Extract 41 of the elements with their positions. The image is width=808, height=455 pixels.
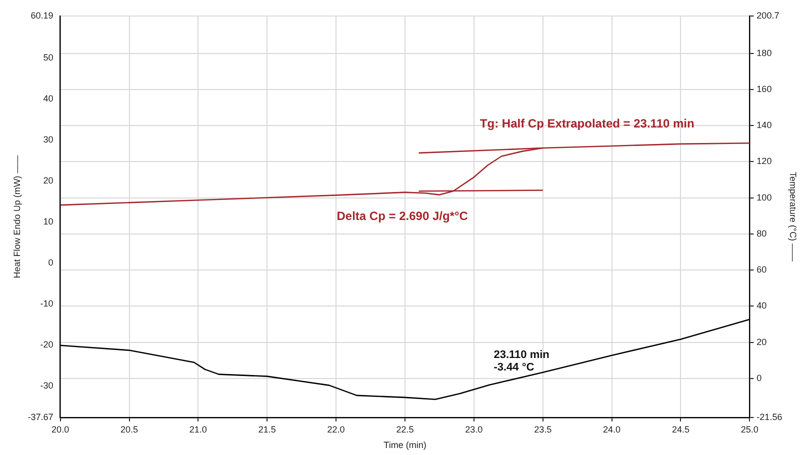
annotation: -3.44 °C xyxy=(494,361,534,374)
y2-tick-label: 120 xyxy=(756,156,772,166)
y2-tick-label: 180 xyxy=(756,48,772,58)
y-tick-label: 10 xyxy=(43,216,54,226)
y-tick-label: -30 xyxy=(40,380,54,390)
y2-tick-label: 60 xyxy=(756,264,767,275)
y2-tick-label: 40 xyxy=(756,300,767,311)
y-axis-title: Heat Flow Endo Up (mW) —— xyxy=(12,155,22,278)
y2-tick-label: 140 xyxy=(756,120,772,130)
x-axis-title: Time (min) xyxy=(384,440,426,450)
annotation: 23.110 min xyxy=(494,349,550,362)
y2-tick-label: 160 xyxy=(756,84,772,94)
y2-axis-title: Temperature (°C) —— xyxy=(788,172,798,262)
y2-tick-label: 80 xyxy=(756,228,767,238)
x-tick-label: 23.0 xyxy=(465,424,483,434)
x-tick-label: 24.5 xyxy=(672,424,690,434)
x-tick-label: 21.5 xyxy=(258,424,276,434)
y-tick-label: -20 xyxy=(40,339,54,350)
y-tick-label: 20 xyxy=(43,175,54,186)
y-tick-label: 0 xyxy=(48,257,54,268)
x-tick-label: 22.5 xyxy=(396,424,414,434)
x-tick-label: 21.0 xyxy=(189,424,207,434)
y2-tick-label: 200.7 xyxy=(756,10,780,20)
x-tick-label: 25.0 xyxy=(740,424,758,434)
y-tick-label: 30 xyxy=(43,134,54,144)
annotation: Tg: Half Cp Extrapolated = 23.110 min xyxy=(480,116,694,131)
y2-tick-label: 20 xyxy=(756,336,767,347)
x-tick-label: 22.0 xyxy=(327,424,345,434)
x-tick-label: 20.5 xyxy=(120,424,138,434)
y-tick-label: -10 xyxy=(40,298,54,308)
x-tick-label: 23.5 xyxy=(534,424,552,434)
y2-tick-label: -21.56 xyxy=(756,412,782,422)
x-tick-label: 24.0 xyxy=(603,424,621,434)
y-tick-label: 40 xyxy=(43,93,54,104)
y-tick-label: 50 xyxy=(43,52,54,62)
y-tick-label: 60.19 xyxy=(30,10,54,20)
y2-tick-label: 100 xyxy=(756,192,772,202)
annotation: Delta Cp = 2.690 J/g*°C xyxy=(336,209,468,224)
x-tick-label: 20.0 xyxy=(52,424,70,434)
y-tick-label: -37.67 xyxy=(28,412,54,422)
y2-tick-label: 0 xyxy=(756,372,762,383)
